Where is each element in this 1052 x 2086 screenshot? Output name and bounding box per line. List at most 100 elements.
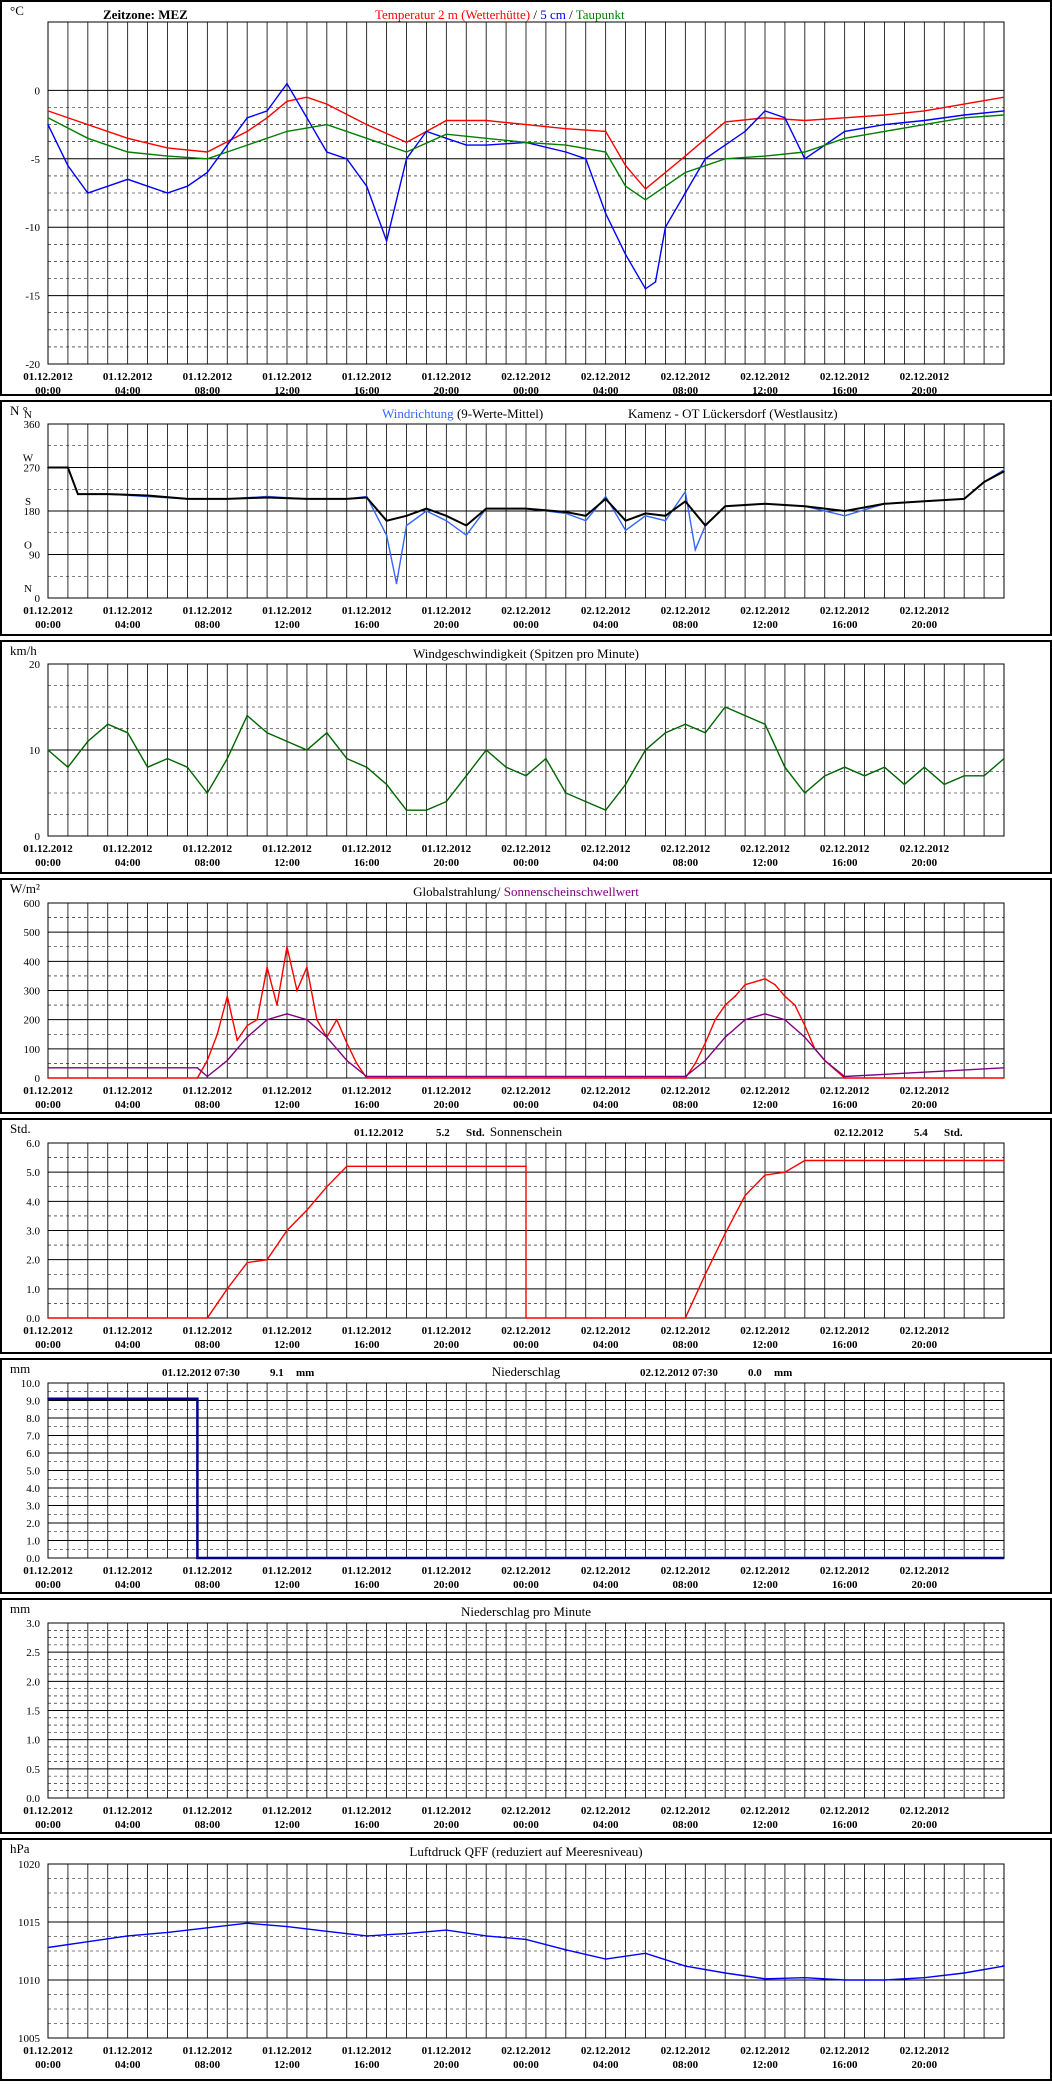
data-point (445, 515, 448, 517)
y-tick-label: 1.5 (26, 1706, 40, 1718)
x-tick-date: 02.12.2012 (501, 1565, 551, 1577)
x-tick-date: 02.12.2012 (581, 1565, 631, 1577)
unit-label: N ° (10, 403, 28, 418)
x-tick-date: 02.12.2012 (501, 2045, 551, 2057)
y-tick-label: 0.5 (26, 1764, 40, 1776)
chart-title: Luftdruck QFF (reduziert auf Meeresnivea… (409, 1844, 642, 1859)
data-point (286, 1925, 288, 1928)
x-tick-time: 08:00 (194, 2059, 220, 2071)
data-point (485, 507, 487, 510)
data-point (644, 287, 647, 290)
data-point (326, 1185, 328, 1188)
data-point (306, 96, 308, 99)
data-point (405, 151, 408, 153)
data-point (266, 732, 268, 734)
x-tick-time: 00:00 (513, 2059, 539, 2071)
x-tick-date: 02.12.2012 (820, 1325, 870, 1337)
x-tick-date: 02.12.2012 (740, 843, 790, 855)
data-point (1003, 1557, 1005, 1559)
data-point (405, 1932, 408, 1935)
x-tick-time: 16:00 (354, 1819, 380, 1831)
data-point (804, 1024, 806, 1027)
x-tick-time: 04:00 (115, 1579, 141, 1591)
data-point (385, 240, 388, 242)
data-point (565, 144, 567, 146)
data-point (744, 714, 746, 717)
data-point (565, 151, 567, 153)
data-point (664, 515, 667, 517)
x-tick-time: 12:00 (752, 857, 778, 869)
x-tick-time: 00:00 (35, 857, 61, 869)
data-point (684, 192, 687, 194)
x-tick-date: 01.12.2012 (262, 605, 312, 617)
x-tick-time: 12:00 (752, 1819, 778, 1831)
y-tick-label: 600 (24, 898, 41, 910)
data-point (764, 723, 766, 725)
y-tick-label: 10 (29, 745, 41, 757)
x-tick-time: 12:00 (752, 1339, 778, 1351)
title-segment: Temperatur 2 m (Wetterhütte) (375, 7, 533, 22)
chart-title: Zeitzone: MEZ (103, 7, 188, 22)
data-point (405, 158, 408, 160)
annotation-date: 02.12.2012 (834, 1127, 884, 1139)
data-point (604, 212, 607, 215)
data-point (326, 1930, 328, 1933)
x-tick-date: 02.12.2012 (900, 371, 950, 383)
data-point (306, 966, 308, 968)
data-point (226, 757, 229, 760)
data-point (704, 1273, 707, 1276)
data-point (704, 158, 707, 160)
x-tick-date: 02.12.2012 (900, 1565, 950, 1577)
x-tick-time: 20:00 (911, 1099, 937, 1111)
data-point (206, 171, 209, 174)
x-tick-time: 00:00 (513, 1579, 539, 1591)
data-point (1003, 1077, 1005, 1079)
x-tick-time: 12:00 (274, 1099, 300, 1111)
y-tick-label: -5 (31, 154, 41, 166)
data-point (804, 151, 806, 153)
x-tick-date: 02.12.2012 (740, 605, 790, 617)
data-point (724, 158, 726, 160)
y-tick-label: 4.0 (26, 1483, 40, 1495)
data-point (365, 185, 368, 187)
y-tick-label: 400 (24, 956, 41, 968)
data-point (246, 130, 248, 133)
unit-label: °C (10, 3, 24, 18)
data-point (286, 130, 288, 133)
data-point (485, 119, 487, 122)
y-tick-label: 180 (24, 506, 41, 518)
data-point (266, 116, 268, 119)
x-tick-time: 08:00 (672, 619, 698, 631)
x-tick-date: 01.12.2012 (342, 605, 392, 617)
y-tick-label: 100 (24, 1044, 41, 1056)
chart-title: Sonnenschein (490, 1124, 563, 1139)
data-point (774, 983, 776, 986)
data-point (684, 723, 687, 725)
x-tick-date: 02.12.2012 (581, 1085, 631, 1097)
data-point (804, 119, 806, 122)
data-point (525, 1165, 527, 1168)
x-tick-date: 02.12.2012 (501, 1805, 551, 1817)
x-tick-time: 08:00 (194, 619, 220, 631)
data-point (923, 500, 926, 503)
data-point (126, 137, 129, 140)
data-point (764, 502, 766, 505)
data-point (584, 158, 587, 160)
y-tick-label: 200 (24, 1015, 41, 1027)
annotation-unit: Std. (466, 1127, 485, 1139)
x-tick-date: 01.12.2012 (422, 1085, 472, 1097)
data-point (385, 534, 388, 536)
x-tick-date: 02.12.2012 (820, 1805, 870, 1817)
data-point (485, 749, 487, 751)
data-point (963, 114, 965, 116)
x-tick-date: 02.12.2012 (501, 371, 551, 383)
x-tick-date: 02.12.2012 (581, 843, 631, 855)
data-point (326, 151, 328, 153)
x-tick-date: 01.12.2012 (183, 1325, 233, 1337)
x-tick-time: 20:00 (433, 385, 459, 397)
chart-panel-precipitation: 0.0 1.0 2.0 3.0 4.0 5.0 6.0 7.0 8.0 9.0 10.0 mm Nied… (0, 1358, 1052, 1594)
data-point (365, 766, 368, 768)
annotation-value: 5.4 (914, 1127, 928, 1139)
data-point (883, 1979, 886, 1981)
y-tick-label: 7.0 (26, 1431, 40, 1443)
